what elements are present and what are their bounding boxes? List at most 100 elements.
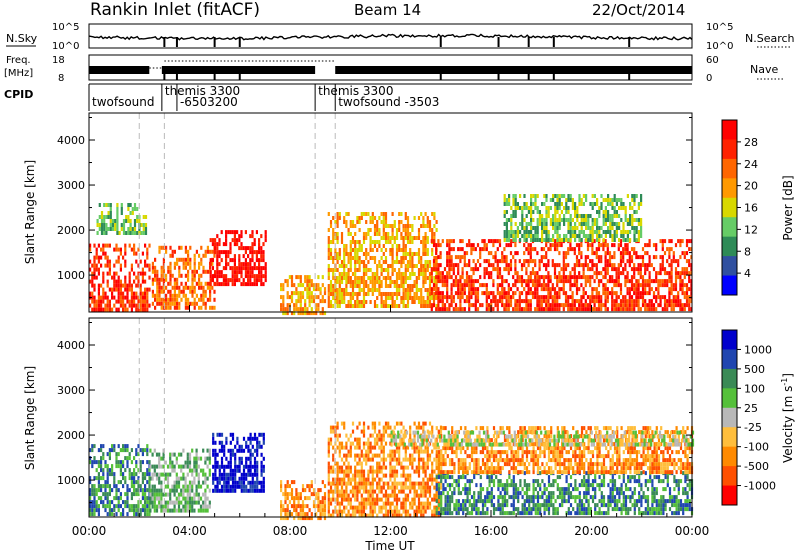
heatmap-cell <box>595 247 598 252</box>
heatmap-cell <box>119 291 122 296</box>
heatmap-cell <box>225 278 228 283</box>
heatmap-cell <box>220 230 223 235</box>
heatmap-cell <box>402 284 405 288</box>
heatmap-cell <box>356 256 359 260</box>
heatmap-cell <box>531 279 535 284</box>
heatmap-cell <box>321 512 324 517</box>
heatmap-cell <box>512 255 515 260</box>
heatmap-cell <box>349 280 352 284</box>
heatmap-cell <box>496 283 499 288</box>
heatmap-cell <box>586 295 590 300</box>
heatmap-cell <box>220 444 224 449</box>
heatmap-cell <box>633 271 636 276</box>
heatmap-cell <box>162 297 165 302</box>
heatmap-cell <box>249 258 252 263</box>
heatmap-cell <box>384 497 388 502</box>
heatmap-cell <box>323 508 327 513</box>
heatmap-cell <box>417 228 421 232</box>
heatmap-cell <box>666 247 669 252</box>
heatmap-cell <box>97 307 100 312</box>
heatmap-cell <box>492 267 495 272</box>
heatmap-cell <box>100 223 104 227</box>
heatmap-cell <box>214 250 217 255</box>
heatmap-cell <box>565 198 568 202</box>
heatmap-cell <box>433 232 436 236</box>
heatmap-cell <box>553 271 557 276</box>
heatmap-cell <box>562 267 565 272</box>
heatmap-cell <box>602 275 605 280</box>
heatmap-cell <box>395 461 399 466</box>
heatmap-cell <box>317 295 320 300</box>
heatmap-cell <box>124 480 127 485</box>
heatmap-cell <box>393 497 396 502</box>
heatmap-cell <box>527 291 530 296</box>
heatmap-cell <box>525 206 528 210</box>
heatmap-cell <box>617 275 620 280</box>
heatmap-cell <box>119 496 122 501</box>
heatmap-cell <box>184 305 187 310</box>
heatmap-cell <box>400 505 403 510</box>
heatmap-cell <box>485 291 488 296</box>
heatmap-cell <box>345 248 348 252</box>
heatmap-cell <box>358 461 361 466</box>
heatmap-cell <box>428 288 432 292</box>
heatmap-cell <box>104 496 107 501</box>
heatmap-cell <box>417 272 421 276</box>
heatmap-cell <box>604 210 607 214</box>
heatmap-cell <box>262 468 265 473</box>
heatmap-cell <box>398 461 401 466</box>
heatmap-cell <box>102 299 105 304</box>
heatmap-cell <box>345 445 348 450</box>
heatmap-cell <box>260 472 263 477</box>
heatmap-cell <box>198 281 201 286</box>
heatmap-cell <box>496 291 499 296</box>
heatmap-cell <box>450 263 453 268</box>
heatmap-cell <box>253 448 257 453</box>
heatmap-cell <box>240 484 243 489</box>
heatmap-cell <box>218 432 221 437</box>
heatmap-cell <box>494 239 497 244</box>
heatmap-cell <box>510 234 513 238</box>
heatmap-cell <box>130 484 133 489</box>
heatmap-cell <box>629 218 632 222</box>
heatmap-cell <box>347 272 350 276</box>
heatmap-cell <box>432 295 436 300</box>
heatmap-cell <box>476 243 480 248</box>
heatmap-cell <box>569 279 572 284</box>
heatmap-cell <box>351 288 355 292</box>
heatmap-cell <box>229 242 232 247</box>
heatmap-cell <box>424 288 427 292</box>
heatmap-cell <box>613 214 616 218</box>
heatmap-cell <box>336 501 339 506</box>
heatmap-cell <box>402 292 405 296</box>
heatmap-cell <box>371 469 374 474</box>
heatmap-cell <box>532 194 535 198</box>
heatmap-cell <box>514 271 517 276</box>
heatmap-cell <box>200 285 203 290</box>
heatmap-cell <box>422 224 425 228</box>
heatmap-cell <box>340 477 344 482</box>
heatmap-cell <box>470 287 473 292</box>
heatmap-cell <box>435 220 438 224</box>
heatmap-cell <box>626 303 629 308</box>
heatmap-cell <box>100 468 103 473</box>
heatmap-cell <box>437 291 440 296</box>
heatmap-cell <box>93 500 96 505</box>
heatmap-cell <box>661 255 664 260</box>
heatmap-cell <box>501 291 504 296</box>
heatmap-cell <box>225 484 228 489</box>
heatmap-cell <box>608 279 612 284</box>
heatmap-cell <box>527 283 530 288</box>
heatmap-cell <box>380 256 383 260</box>
heatmap-cell <box>135 303 138 308</box>
heatmap-cell <box>114 219 117 223</box>
heatmap-cell <box>336 288 339 292</box>
heatmap-cell <box>677 263 680 268</box>
heatmap-cell <box>356 485 359 490</box>
heatmap-cell <box>663 251 667 256</box>
heatmap-cell <box>173 492 176 497</box>
heatmap-cell <box>340 421 344 426</box>
heatmap-cell <box>402 509 405 514</box>
heatmap-cell <box>393 220 396 224</box>
heatmap-cell <box>492 291 495 296</box>
